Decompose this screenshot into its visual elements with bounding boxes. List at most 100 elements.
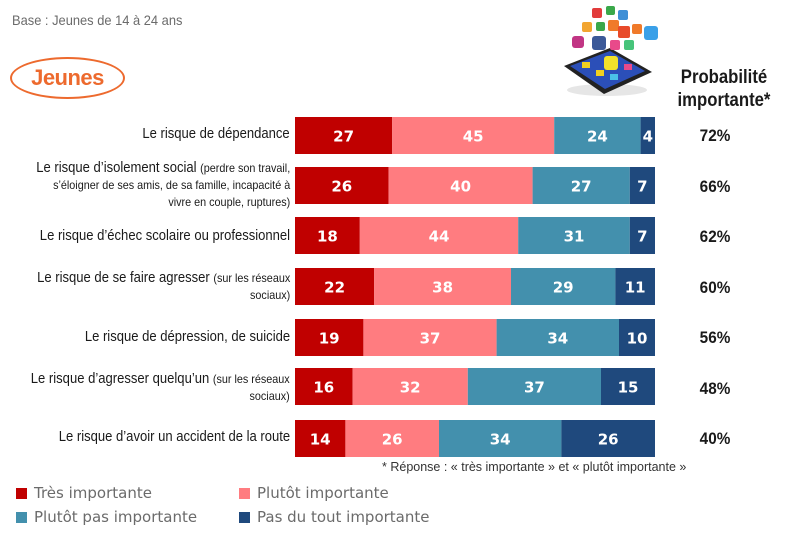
bar-value-label: 18 bbox=[317, 228, 338, 246]
bar-segment bbox=[619, 319, 655, 356]
bar-row: 14 26 34 26 bbox=[295, 420, 655, 457]
bar-value-label: 29 bbox=[553, 279, 574, 297]
legend-label: Pas du tout importante bbox=[257, 508, 430, 526]
bar-value-label: 7 bbox=[637, 228, 647, 246]
category-label-echec: Le risque d’échec scolaire ou profession… bbox=[40, 228, 290, 245]
bar-value-label: 14 bbox=[310, 431, 331, 449]
probability-column-title: Probabilité importante* bbox=[668, 66, 781, 112]
category-label-depression: Le risque de dépression, de suicide bbox=[85, 329, 290, 346]
bar-value-label: 27 bbox=[571, 178, 592, 196]
legend-label: Plutôt importante bbox=[257, 484, 389, 502]
label-text: Le risque de dépendance bbox=[142, 126, 290, 142]
bar-segment bbox=[295, 368, 353, 405]
bar-segment bbox=[363, 319, 497, 356]
bar-segment bbox=[359, 217, 519, 254]
bar-value-label: 10 bbox=[627, 330, 648, 348]
bar-segment bbox=[295, 117, 393, 154]
probability-value: 60% bbox=[699, 278, 731, 297]
bar-segment bbox=[629, 217, 655, 254]
bar-value-label: 34 bbox=[547, 330, 568, 348]
bar-value-label: 37 bbox=[420, 330, 441, 348]
probability-value: 62% bbox=[699, 227, 731, 246]
bar-segment bbox=[345, 420, 439, 457]
bar-segment bbox=[615, 268, 655, 305]
legend-item-plutot-pas-importante: Plutôt pas importante bbox=[16, 508, 197, 526]
bar-row: 26 40 27 7 bbox=[295, 167, 655, 204]
legend-item-plutot-importante: Plutôt importante bbox=[239, 484, 389, 502]
bar-row: 19 37 34 10 bbox=[295, 319, 655, 356]
bar-value-label: 26 bbox=[598, 431, 619, 449]
category-label-isolement: Le risque d’isolement social (perdre son… bbox=[36, 160, 290, 211]
probability-value: 56% bbox=[699, 328, 731, 347]
label-subtext: sociaux) bbox=[249, 288, 290, 302]
label-subtext: (perdre son travail, bbox=[199, 161, 290, 175]
bar-value-label: 26 bbox=[331, 178, 352, 196]
bar-value-label: 45 bbox=[463, 128, 484, 146]
probability-value: 48% bbox=[699, 379, 731, 398]
label-text: Le risque d’agresser quelqu’un bbox=[31, 371, 214, 387]
bar-value-label: 4 bbox=[643, 128, 653, 146]
probability-title-line1: Probabilité bbox=[680, 67, 768, 88]
label-subtext: (sur les réseaux bbox=[213, 372, 290, 386]
label-subtext: s’éloigner de ses amis, de sa famille, i… bbox=[52, 178, 290, 192]
bar-segment bbox=[295, 420, 346, 457]
bar-row: 22 38 29 11 bbox=[295, 268, 655, 305]
smartphone-social-apps-icon bbox=[552, 0, 662, 100]
label-subtext: vivre en couple, ruptures) bbox=[168, 195, 290, 209]
bar-segment bbox=[467, 368, 601, 405]
label-text: Le risque de se faire agresser bbox=[36, 270, 214, 286]
bar-value-label: 15 bbox=[618, 379, 639, 397]
bar-segment bbox=[352, 368, 468, 405]
bar-segment bbox=[439, 420, 562, 457]
bar-segment bbox=[532, 167, 630, 204]
label-subtext: sociaux) bbox=[249, 389, 290, 403]
bar-segment bbox=[554, 117, 641, 154]
legend-swatch bbox=[16, 487, 27, 499]
probability-value: 40% bbox=[699, 429, 731, 448]
bar-segment bbox=[640, 117, 655, 154]
probability-value: 72% bbox=[699, 126, 731, 145]
label-text: Le risque de dépression, de suicide bbox=[84, 329, 290, 345]
legend-label: Très importante bbox=[34, 484, 152, 502]
bar-value-label: 38 bbox=[432, 279, 453, 297]
bar-segment bbox=[392, 117, 555, 154]
bar-value-label: 27 bbox=[333, 128, 354, 146]
bar-segment bbox=[496, 319, 619, 356]
bar-segment bbox=[561, 420, 655, 457]
label-text: Le risque d’échec scolaire ou profession… bbox=[39, 228, 290, 244]
legend-swatch bbox=[239, 511, 250, 523]
bar-value-label: 34 bbox=[490, 431, 511, 449]
legend-swatch bbox=[16, 511, 27, 523]
label-text: Le risque d’isolement social bbox=[36, 160, 200, 176]
bar-value-label: 37 bbox=[524, 379, 545, 397]
category-label-accident: Le risque d’avoir un accident de la rout… bbox=[59, 429, 290, 446]
category-label-agresser: Le risque d’agresser quelqu’un (sur les … bbox=[31, 371, 290, 405]
probability-title-line2: importante* bbox=[677, 90, 771, 111]
footnote: * Réponse : « très importante » et « plu… bbox=[382, 460, 687, 474]
base-note: Base : Jeunes de 14 à 24 ans bbox=[12, 12, 183, 28]
bar-value-label: 44 bbox=[429, 228, 450, 246]
bar-segment bbox=[601, 368, 655, 405]
bar-segment bbox=[388, 167, 533, 204]
bar-value-label: 11 bbox=[625, 279, 646, 297]
bar-value-label: 16 bbox=[313, 379, 334, 397]
audience-badge: Jeunes bbox=[10, 57, 125, 99]
bar-value-label: 24 bbox=[587, 128, 608, 146]
label-subtext: (sur les réseaux bbox=[213, 271, 290, 285]
category-label-agresse: Le risque de se faire agresser (sur les … bbox=[37, 270, 290, 304]
bar-segment bbox=[518, 217, 630, 254]
legend-swatch bbox=[239, 487, 250, 499]
bar-value-label: 19 bbox=[319, 330, 340, 348]
bar-row: 18 44 31 7 bbox=[295, 217, 655, 254]
probability-value: 66% bbox=[699, 177, 731, 196]
bar-value-label: 32 bbox=[400, 379, 421, 397]
bar-value-label: 40 bbox=[450, 178, 471, 196]
badge-label: Jeunes bbox=[31, 65, 104, 90]
legend-item-pas-du-tout-importante: Pas du tout importante bbox=[239, 508, 430, 526]
bar-row: 16 32 37 15 bbox=[295, 368, 655, 405]
bar-segment bbox=[629, 167, 655, 204]
label-text: Le risque d’avoir un accident de la rout… bbox=[58, 429, 290, 445]
bar-segment bbox=[295, 268, 375, 305]
legend-item-tres-importante: Très importante bbox=[16, 484, 152, 502]
